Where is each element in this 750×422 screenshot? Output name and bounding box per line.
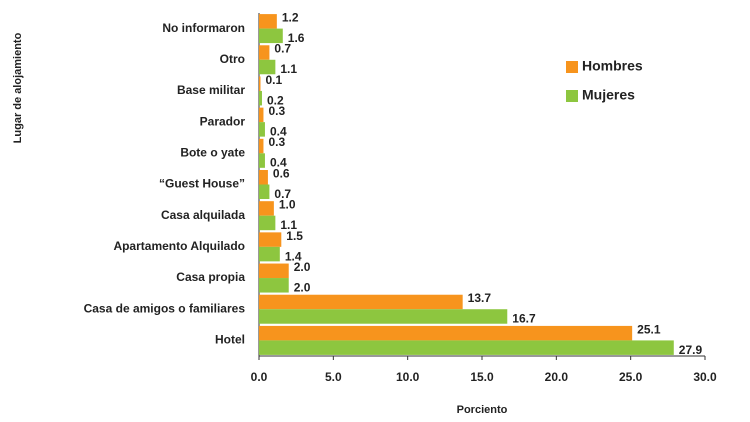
y-axis-label: Lugar de alojamiento [12, 32, 24, 143]
x-tick-label: 30.0 [693, 370, 717, 384]
value-label: 0.6 [273, 166, 290, 180]
bar [259, 184, 270, 199]
y-tick-label: No informaron [162, 21, 245, 35]
bar [259, 263, 289, 279]
x-axis-label: Porciento [457, 404, 508, 416]
bar [259, 45, 270, 60]
bar [259, 138, 264, 154]
y-tick-label: Casa de amigos o familiares [84, 301, 246, 315]
bar [259, 294, 463, 310]
bar [259, 170, 268, 185]
value-label: 27.9 [679, 343, 703, 357]
y-tick-label: “Guest House” [159, 177, 245, 191]
y-tick-label: Casa alquilada [161, 208, 245, 222]
value-label: 0.7 [274, 187, 291, 201]
bar [259, 14, 277, 29]
bar [259, 278, 289, 293]
y-tick-label: Parador [200, 114, 246, 128]
value-label: 1.6 [288, 31, 305, 45]
y-tick-label: Otro [220, 52, 245, 66]
bar [259, 325, 633, 341]
bar [259, 122, 265, 137]
bar [259, 153, 265, 168]
value-label: 0.4 [270, 125, 287, 139]
value-label: 0.1 [265, 73, 282, 87]
bar [259, 215, 276, 231]
legend-swatch [566, 61, 578, 73]
value-label: 1.5 [286, 229, 303, 243]
value-label: 16.7 [512, 312, 536, 326]
x-tick-label: 20.0 [545, 370, 569, 384]
bar [259, 201, 274, 216]
bar [259, 59, 276, 75]
value-label: 1.1 [280, 62, 297, 76]
x-tick-label: 15.0 [470, 370, 494, 384]
bar [259, 309, 508, 324]
x-tick-label: 5.0 [325, 370, 342, 384]
bar [259, 246, 280, 262]
value-label: 0.2 [267, 93, 284, 107]
y-tick-label: Bote o yate [180, 145, 245, 159]
value-label: 1.4 [285, 249, 302, 263]
y-tick-label: Hotel [215, 333, 245, 347]
bar [259, 232, 282, 247]
legend-swatch [566, 90, 578, 102]
value-label: 1.1 [280, 218, 297, 232]
value-label: 0.3 [268, 104, 285, 118]
legend-label: Hombres [582, 58, 643, 74]
value-label: 0.4 [270, 156, 287, 170]
value-label: 2.0 [294, 280, 311, 294]
x-tick-label: 25.0 [619, 370, 643, 384]
legend-label: Mujeres [582, 87, 635, 103]
value-label: 2.0 [294, 260, 311, 274]
bar [259, 76, 261, 91]
bar [259, 28, 283, 44]
value-label: 0.7 [274, 42, 291, 56]
value-label: 0.3 [268, 135, 285, 149]
y-tick-label: Apartamento Alquilado [113, 239, 245, 253]
value-label: 1.0 [279, 198, 296, 212]
bar [259, 107, 264, 123]
x-tick-label: 0.0 [251, 370, 268, 384]
value-label: 13.7 [468, 291, 492, 305]
bar [259, 90, 262, 106]
y-tick-label: Casa propia [176, 270, 245, 284]
x-tick-label: 10.0 [396, 370, 420, 384]
value-label: 1.2 [282, 11, 299, 25]
value-label: 25.1 [637, 322, 661, 336]
y-tick-label: Base militar [177, 83, 245, 97]
bar [259, 340, 674, 355]
